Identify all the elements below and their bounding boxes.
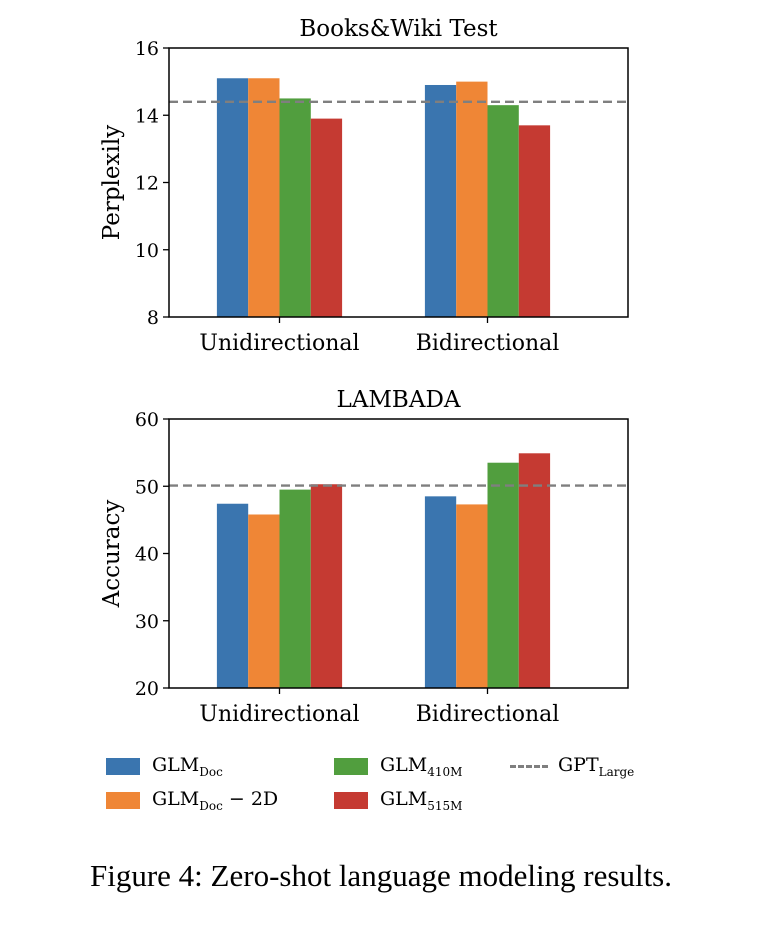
chart1-ytick-label-16: 16 xyxy=(135,38,159,60)
chart2-ytick-label-40: 40 xyxy=(135,544,159,566)
chart1-ytick-label-10: 10 xyxy=(135,240,159,262)
chart1-bar-s3-bidirectional xyxy=(487,105,519,317)
chart1-title: Books&Wiki Test xyxy=(299,16,498,42)
legend-swatch-glm-515m xyxy=(334,791,368,809)
chart2-bar-s3-bidirectional xyxy=(487,462,519,688)
chart1-bar-s4-unidirectional xyxy=(310,118,343,317)
legend-item-glm-doc: GLMDoc xyxy=(106,754,223,779)
chart2-bar-s4-bidirectional xyxy=(518,453,551,688)
chart2-ytick-label-60: 60 xyxy=(135,409,159,431)
chart1-bar-s4-bidirectional xyxy=(518,125,551,318)
chart2-ylabel: Accuracy xyxy=(99,500,125,609)
chart1-bar-s2-unidirectional xyxy=(248,78,280,317)
legend-swatch-glm-410m xyxy=(334,757,368,775)
chart2-bar-s2-unidirectional xyxy=(248,514,280,688)
figure-charts: 8 10 12 14 16 Unidirectional Bidirectional Book… xyxy=(99,16,629,727)
legend-label-glm-410m: GLM410M xyxy=(380,754,463,779)
legend-swatch-glm-doc-2d xyxy=(106,791,140,809)
chart2-ytick-label-20: 20 xyxy=(135,678,159,700)
figure-caption: Figure 4: Zero-shot language modeling re… xyxy=(90,858,672,893)
chart2-bar-s4-unidirectional xyxy=(310,484,343,688)
chart1-bar-s1-bidirectional xyxy=(424,84,457,317)
chart1-bar-s2-bidirectional xyxy=(456,81,488,317)
chart2-xtick-label-bidirectional: Bidirectional xyxy=(416,702,560,727)
chart1-bar-s1-unidirectional xyxy=(216,78,249,317)
legend-label-glm-515m: GLM515M xyxy=(380,788,463,813)
chart1-ytick-label-14: 14 xyxy=(135,105,159,127)
legend-item-glm-doc-2d: GLMDoc − 2D xyxy=(106,788,278,813)
legend-swatch-glm-doc xyxy=(106,757,140,775)
chart2-bar-s3-unidirectional xyxy=(279,489,311,688)
chart1-bar-s3-unidirectional xyxy=(279,98,311,317)
legend-item-glm-515m: GLM515M xyxy=(334,788,462,813)
chart1-ytick-label-12: 12 xyxy=(135,173,159,195)
chart2-title: LAMBADA xyxy=(337,387,461,413)
legend-dash-gpt-large xyxy=(510,764,548,768)
legend-label-glm-doc: GLMDoc xyxy=(152,754,223,779)
legend-item-gpt-large: GPTLarge xyxy=(510,754,634,779)
legend-item-glm-410m: GLM410M xyxy=(334,754,462,779)
chart2-bar-s1-bidirectional xyxy=(424,496,457,688)
chart1-ytick-label-8: 8 xyxy=(147,307,159,329)
legend-label-glm-doc-2d: GLMDoc − 2D xyxy=(152,788,279,813)
legend-label-gpt-large: GPTLarge xyxy=(558,754,635,779)
chart1-xtick-label-unidirectional: Unidirectional xyxy=(199,331,359,356)
chart1-xtick-label-bidirectional: Bidirectional xyxy=(416,331,560,356)
chart2-ytick-label-30: 30 xyxy=(135,611,159,633)
chart2-bar-s2-bidirectional xyxy=(456,504,488,688)
chart1-ylabel: Perplexily xyxy=(99,125,125,240)
chart2-bar-s1-unidirectional xyxy=(216,503,249,688)
chart2-xtick-label-unidirectional: Unidirectional xyxy=(199,702,359,727)
chart2-ytick-label-50: 50 xyxy=(135,476,159,498)
